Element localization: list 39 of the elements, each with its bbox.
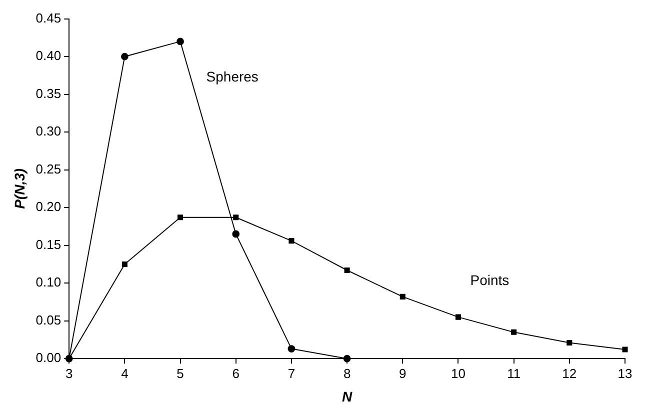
point bbox=[455, 314, 461, 320]
point bbox=[566, 340, 572, 346]
y-tick-label: 0.30 bbox=[36, 124, 62, 139]
x-tick-label: 5 bbox=[176, 366, 184, 381]
series-label: Spheres bbox=[206, 68, 258, 84]
x-tick-label: 7 bbox=[288, 366, 296, 381]
x-tick-label: 3 bbox=[65, 366, 73, 381]
point bbox=[178, 214, 184, 220]
x-tick-label: 8 bbox=[343, 366, 351, 381]
y-tick-label: 0.20 bbox=[36, 199, 62, 214]
x-tick-label: 11 bbox=[507, 366, 521, 381]
x-tick-label: 10 bbox=[450, 366, 466, 381]
text: Points bbox=[470, 272, 510, 288]
y-tick-label: 0.05 bbox=[36, 312, 62, 328]
y-tick-label: 0.00 bbox=[36, 350, 62, 366]
point bbox=[232, 230, 240, 238]
x-tick-label: 13 bbox=[618, 366, 632, 381]
y-tick-label: 0.15 bbox=[36, 236, 62, 252]
point bbox=[120, 52, 128, 60]
x-tick-label: 12 bbox=[562, 366, 577, 381]
y-tick-label: 0.25 bbox=[36, 161, 62, 176]
x-tick-label: 9 bbox=[399, 366, 406, 381]
y-axis-title: P(N,3) bbox=[11, 168, 28, 209]
point bbox=[344, 267, 350, 274]
point bbox=[288, 238, 294, 244]
point bbox=[288, 345, 296, 352]
y-tick-label: 0.10 bbox=[36, 274, 62, 290]
x-tick-label: 4 bbox=[121, 366, 128, 381]
point bbox=[622, 346, 628, 352]
point bbox=[176, 38, 184, 46]
point bbox=[400, 294, 406, 300]
point bbox=[233, 214, 239, 220]
y-tick-label: 0.45 bbox=[36, 10, 62, 26]
point bbox=[122, 261, 128, 267]
y-tick-label: 0.35 bbox=[36, 86, 62, 101]
x-axis-title: N bbox=[342, 388, 353, 404]
y-tick-label: 0.40 bbox=[36, 48, 62, 64]
x-tick-label: 6 bbox=[232, 366, 240, 381]
point bbox=[511, 329, 517, 335]
